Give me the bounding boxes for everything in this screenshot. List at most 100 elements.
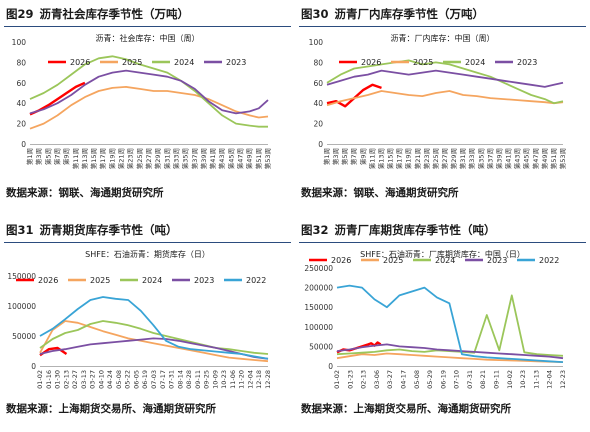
y-tick-label: 60 [16,79,26,88]
x-tick-label: 第9周 [62,148,71,165]
x-tick-label: 02-13 [360,370,368,389]
x-tick-label: 第33周 [171,148,180,169]
line-chart-futures-inventory: 0 50000 100000 150000 01-02 01-16 01-30 02-13 02… [7,272,272,389]
x-tick-label: 第23周 [422,148,431,169]
x-tick-label: 第41周 [208,148,217,169]
x-tick-label: 第39周 [199,148,208,169]
legend-label-2025: 2025 [383,256,403,265]
series-line-2023 [29,69,269,115]
y-tick-label: 0 [31,362,36,371]
data-source: 数据来源：上海期货交易所、海通期货研究所 [6,403,216,415]
x-tick-label: 01-02 [333,370,341,389]
legend-label-2026: 2026 [361,58,381,67]
y-tick-label: 40 [313,99,323,108]
x-tick-label: 10-02 [506,370,514,389]
x-tick-label: 第11周 [71,148,80,169]
x-tick-label: 05-08 [413,370,421,389]
legend-label-2022: 2022 [539,256,559,265]
x-tick-label: 第7周 [349,148,358,165]
y-tick-label: 150000 [7,272,36,281]
x-tick-label: 01-16 [45,370,53,389]
x-tick-label: 第19周 [107,148,116,169]
x-tick-label: 第49周 [245,148,254,169]
x-tick-label: 第3周 [331,148,340,165]
chart-title-text: 沥青社会库存季节性（万吨） [39,7,190,21]
x-tick-label: 第5周 [43,148,52,165]
x-tick-label: 12-04 [546,370,554,389]
x-tick-label: 第25周 [135,148,144,169]
x-tick-label: 10-23 [519,370,527,389]
chart-title-text: 沥青厂内库存季节性（万吨） [334,7,485,21]
x-tick-label: 09-11 [194,370,202,389]
x-tick-label: 第29周 [449,148,458,169]
x-tick-label: 第15周 [386,148,395,169]
x-tick-label: 第35周 [476,148,485,169]
data-source: 数据来源：钢联、海通期货研究所 [6,187,164,199]
x-tick-label: 01-30 [54,370,62,389]
series-line-2025 [39,320,269,363]
x-tick-label: 08-14 [176,370,184,389]
legend-label-2023: 2023 [517,58,537,67]
x-tick-label: 12-18 [255,370,263,389]
y-tick-label: 40 [16,99,26,108]
series-line-2024 [326,59,564,105]
figure-number: 图30 [301,7,329,21]
x-tick-label: 第5周 [340,148,349,165]
legend-label-2026: 2026 [331,256,351,265]
chart-title-bar: 图30 沥青厂内库存季节性（万吨） [299,2,586,27]
chart-panel-futures-inventory: 图31 沥青期货库存季节性（吨） SHFE：石油沥青：期货库存（日） 0 50000… [0,216,295,432]
x-tick-label: 02-13 [62,370,70,389]
x-tick-label: 第13周 [376,148,385,169]
x-tick-label: 12-23 [559,370,567,389]
legend-label-2023: 2023 [226,58,246,67]
y-tick-label: 50000 [12,332,36,341]
y-tick-label: 100 [309,38,324,47]
x-tick-label: 第25周 [431,148,440,169]
x-tick-label: 第27周 [440,148,449,169]
x-tick-label: 11-06 [229,370,237,389]
x-tick-label: 08-28 [185,370,193,389]
x-tick-label: 第47周 [236,148,245,169]
x-tick-label: 第45周 [226,148,235,169]
chart-subtitle: SHFE：石油沥青：厂库期货库存：中国（日） [360,250,525,259]
x-tick-label: 第31周 [162,148,171,169]
x-tick-label: 第51周 [549,148,558,169]
chart-subtitle: 沥青：厂内库存：中国（周） [390,34,495,43]
x-tick-label: 05-22 [124,370,132,389]
y-tick-label: 100 [12,38,27,47]
figure-number: 图31 [6,223,34,237]
x-tick-label: 03-27 [89,370,97,389]
x-tick-label: 第15周 [89,148,98,169]
x-tick-label: 12-04 [246,370,254,389]
x-tick-label: 第1周 [322,148,331,165]
y-tick-label: 100000 [7,302,36,311]
x-tick-label: 03-13 [80,370,88,389]
x-tick-label: 第27周 [144,148,153,169]
legend-label-2024: 2024 [435,256,455,265]
chart-title: 图32 沥青厂库期货库存季节性（吨） [301,222,502,238]
x-tick-label: 第1周 [25,148,34,165]
x-tick-label: 第47周 [531,148,540,169]
legend-label-2023: 2023 [487,256,507,265]
x-tick-label: 10-09 [211,370,219,389]
chart-title-bar: 图32 沥青厂库期货库存季节性（吨） [299,218,586,243]
legend-label-2024: 2024 [174,58,194,67]
x-tick-label: 第37周 [190,148,199,169]
series-line-2025 [326,90,564,107]
x-tick-label: 第29周 [153,148,162,169]
y-tick-label: 150000 [304,303,333,312]
y-tick-label: 0 [21,140,26,149]
y-tick-label: 200000 [304,284,333,293]
x-tick-label: 01-23 [346,370,354,389]
x-tick-label: 第21周 [413,148,422,169]
x-tick-label: 第35周 [181,148,190,169]
x-tick-label: 12-28 [264,370,272,389]
chart-panel-social-inventory: 图29 沥青社会库存季节性（万吨） 沥青：社会库存：中国（周） 0 20 40 60 80… [0,0,295,216]
chart-title: 图31 沥青期货库存季节性（吨） [6,222,184,238]
legend-label-2022: 2022 [246,276,266,285]
series-line-2023 [336,343,564,360]
x-tick-label: 06-05 [132,370,140,389]
line-chart-plant-futures-inventory: 0 50000 100000 150000 200000 250000 01-02 01-23… [304,256,567,389]
chart-title: 图29 沥青社会库存季节性（万吨） [6,6,195,22]
x-tick-label: 09-25 [203,370,211,389]
